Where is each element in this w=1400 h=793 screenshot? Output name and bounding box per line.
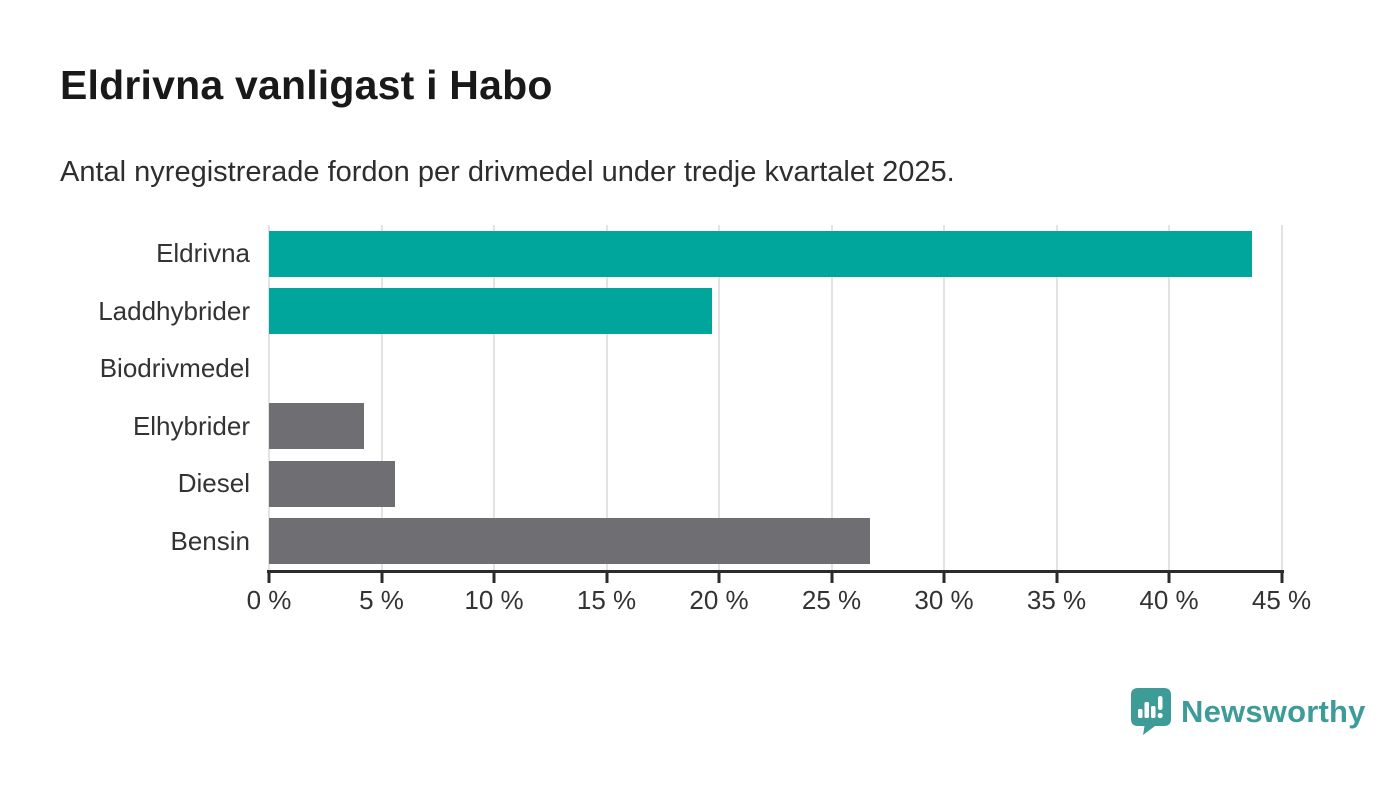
x-axis-tick-label: 30 % (914, 585, 974, 615)
bar (269, 230, 1253, 277)
x-axis-tick-label: 35 % (1026, 585, 1087, 615)
bar (269, 403, 364, 450)
page-title: Eldrivna vanligast i Habo (60, 62, 553, 108)
x-axis-tick (380, 573, 383, 583)
category-label: Diesel (177, 468, 250, 499)
x-axis-tick-label: 20 % (689, 585, 749, 615)
newsworthy-logo: Newsworthy (1131, 688, 1366, 735)
bar (269, 288, 713, 335)
bar-track (269, 460, 1282, 507)
gridline (1280, 225, 1283, 570)
x-axis-tick (1055, 573, 1058, 583)
x-axis-tick (492, 573, 496, 583)
gridline (1168, 225, 1170, 570)
bar-chart: Eldrivna Laddhybrider Biodrivmedel Elhybrid… (60, 225, 1340, 617)
bar (269, 460, 395, 507)
x-axis-tick-label: 45 % (1251, 585, 1312, 615)
bar-track (269, 288, 1282, 335)
x-axis-tick (830, 573, 833, 583)
bar-row: Eldrivna (60, 225, 1340, 283)
x-axis-line (267, 570, 1284, 573)
category-label: Eldrivna (156, 238, 250, 269)
x-axis-tick-label: 5 % (359, 585, 404, 615)
chart-subtitle: Antal nyregistrerade fordon per drivmede… (60, 156, 955, 188)
bar-row: Laddhybrider (60, 283, 1340, 341)
x-axis-tick (1280, 573, 1283, 583)
x-axis-tick (1167, 573, 1171, 583)
x-axis-tick (717, 573, 721, 583)
category-label: Biodrivmedel (99, 353, 250, 384)
bar-track (269, 230, 1282, 277)
newsworthy-speech-bubble-icon (1131, 688, 1171, 735)
bar (269, 518, 870, 565)
gridline (268, 225, 270, 570)
x-axis-tick (267, 573, 271, 583)
gridline (718, 225, 720, 570)
x-axis-tick-label: 25 % (801, 585, 862, 615)
gridline (380, 225, 383, 570)
gridline (830, 225, 833, 570)
bar-row: Diesel (60, 455, 1340, 513)
gridlines (268, 225, 1283, 570)
x-axis-tick-label: 0 % (246, 585, 292, 615)
bar-row: Elhybrider (60, 398, 1340, 456)
bar-track (269, 403, 1282, 450)
bar-track (269, 346, 1282, 392)
gridline (943, 225, 945, 570)
gridline (605, 225, 608, 570)
category-label: Bensin (170, 525, 251, 556)
newsworthy-wordmark: Newsworthy (1181, 693, 1366, 729)
x-axis-tick-label: 15 % (576, 585, 637, 615)
bar-row: Bensin (60, 513, 1340, 571)
gridline (1055, 225, 1058, 570)
category-label: Elhybrider (132, 410, 250, 441)
bar-row: Biodrivmedel (60, 340, 1340, 398)
x-axis-tick-label: 40 % (1139, 585, 1199, 615)
bar-rows: Eldrivna Laddhybrider Biodrivmedel Elhybrid… (60, 225, 1340, 570)
bar-track (269, 518, 1282, 565)
category-label: Laddhybrider (98, 295, 250, 326)
x-axis-tick-label: 10 % (464, 585, 524, 615)
gridline (493, 225, 495, 570)
x-axis-tick (942, 573, 946, 583)
x-axis-tick (605, 573, 608, 583)
